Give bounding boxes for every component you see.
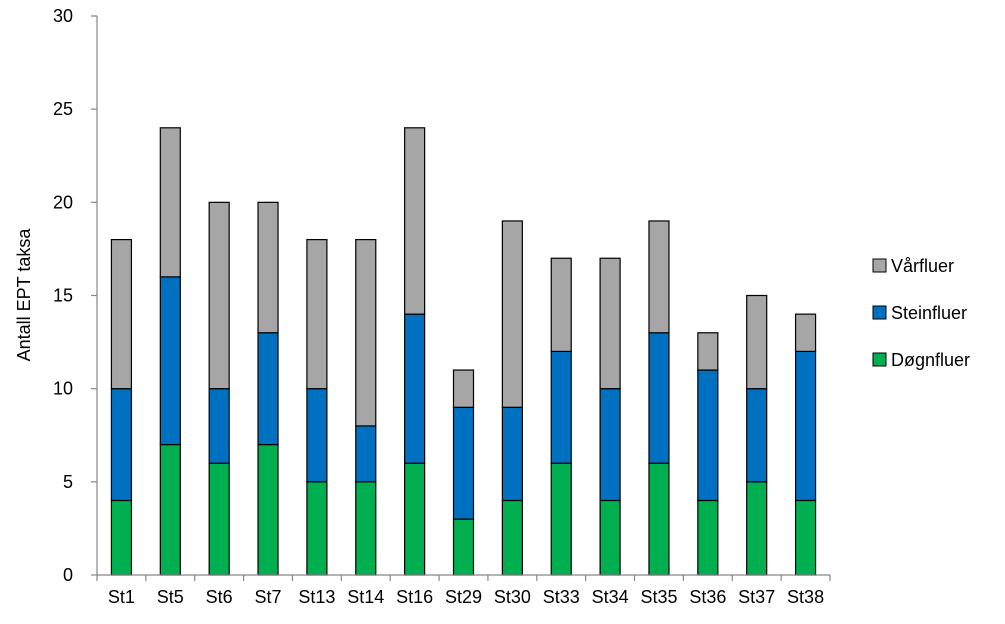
bar-st33-series-0 [550, 462, 572, 576]
bar-st1-series-2 [110, 239, 133, 390]
bar-st34-series-0 [599, 499, 621, 576]
x-tick-label: St5 [157, 587, 184, 607]
legend: Vårfluer Steinfluer Døgnfluer [872, 256, 970, 370]
bar-st35-series-1 [648, 332, 670, 464]
x-tick-label: St16 [396, 587, 433, 607]
bar-st38-series-2 [794, 313, 817, 353]
y-tick-label: 25 [53, 99, 73, 119]
x-tick-label: St36 [689, 587, 726, 607]
x-tick-label: St34 [592, 587, 629, 607]
y-tick-label: 5 [63, 472, 73, 492]
x-tick-label: St6 [206, 587, 233, 607]
x-tick-label: St7 [255, 587, 282, 607]
bar-st16-series-2 [404, 127, 426, 315]
bar-st13-series-0 [306, 481, 328, 576]
bar-st35-series-0 [648, 462, 670, 576]
bar-st37-series-2 [746, 294, 768, 390]
bar-st36-series-2 [697, 332, 719, 371]
bar-st5-series-2 [159, 127, 181, 278]
bars-group [110, 127, 817, 576]
bar-st29-series-2 [452, 369, 475, 408]
x-tick-label: St13 [298, 587, 335, 607]
bar-st16-series-0 [404, 462, 426, 576]
legend-swatch-2 [872, 352, 887, 367]
x-tick-label: St30 [494, 587, 531, 607]
bar-st1-series-1 [110, 388, 133, 502]
y-tick-label: 10 [53, 379, 73, 399]
bar-st37-series-1 [746, 388, 768, 483]
bar-st16-series-1 [404, 313, 426, 464]
bar-st7-series-1 [257, 332, 279, 446]
bar-st7-series-0 [257, 443, 279, 576]
x-tick-label: St14 [347, 587, 384, 607]
x-tick-label: St33 [543, 587, 580, 607]
legend-label-1: Steinfluer [891, 303, 967, 323]
bar-st34-series-2 [599, 257, 621, 390]
x-tick-label: St38 [787, 587, 824, 607]
legend-label-2: Døgnfluer [891, 350, 970, 370]
y-tick-label: 0 [63, 565, 73, 585]
bar-st1-series-0 [110, 499, 133, 576]
bar-st33-series-2 [550, 257, 572, 353]
bar-st7-series-2 [257, 201, 279, 334]
bar-st14-series-2 [355, 239, 377, 427]
bar-st37-series-0 [746, 481, 768, 576]
bar-st6-series-2 [208, 201, 230, 390]
bar-st29-series-0 [452, 518, 475, 576]
bar-st34-series-1 [599, 388, 621, 502]
bar-st38-series-1 [794, 350, 817, 502]
bar-st33-series-1 [550, 350, 572, 464]
y-tick-label: 15 [53, 286, 73, 306]
bar-st6-series-0 [208, 462, 230, 576]
bar-st5-series-1 [159, 276, 181, 446]
bar-st13-series-2 [306, 239, 328, 390]
bar-st36-series-0 [697, 499, 719, 576]
axes-group: 0 5 10 15 20 25 30 St1 St5 St6 St7 St13 St14 St16 St29… [53, 6, 831, 607]
bar-st14-series-1 [355, 425, 377, 483]
legend-swatch-0 [872, 258, 887, 273]
y-tick-label: 30 [53, 6, 73, 26]
bar-st38-series-0 [794, 499, 817, 576]
x-tick-label: St35 [640, 587, 677, 607]
bar-st13-series-1 [306, 388, 328, 483]
x-tick-label: St29 [445, 587, 482, 607]
bar-st30-series-0 [501, 499, 523, 576]
y-tick-label: 20 [53, 192, 73, 212]
legend-label-0: Vårfluer [891, 256, 954, 276]
bar-st5-series-0 [159, 443, 181, 576]
bar-st14-series-0 [355, 481, 377, 576]
bar-st36-series-1 [697, 369, 719, 502]
bar-st35-series-2 [648, 220, 670, 334]
y-axis-title: Antall EPT taksa [14, 228, 34, 362]
bar-st29-series-1 [452, 406, 475, 520]
bar-st30-series-2 [501, 220, 523, 408]
x-tick-label: St1 [108, 587, 135, 607]
x-tick-label: St37 [738, 587, 775, 607]
legend-swatch-1 [872, 305, 887, 320]
bar-st6-series-1 [208, 388, 230, 464]
bar-st30-series-1 [501, 406, 523, 502]
